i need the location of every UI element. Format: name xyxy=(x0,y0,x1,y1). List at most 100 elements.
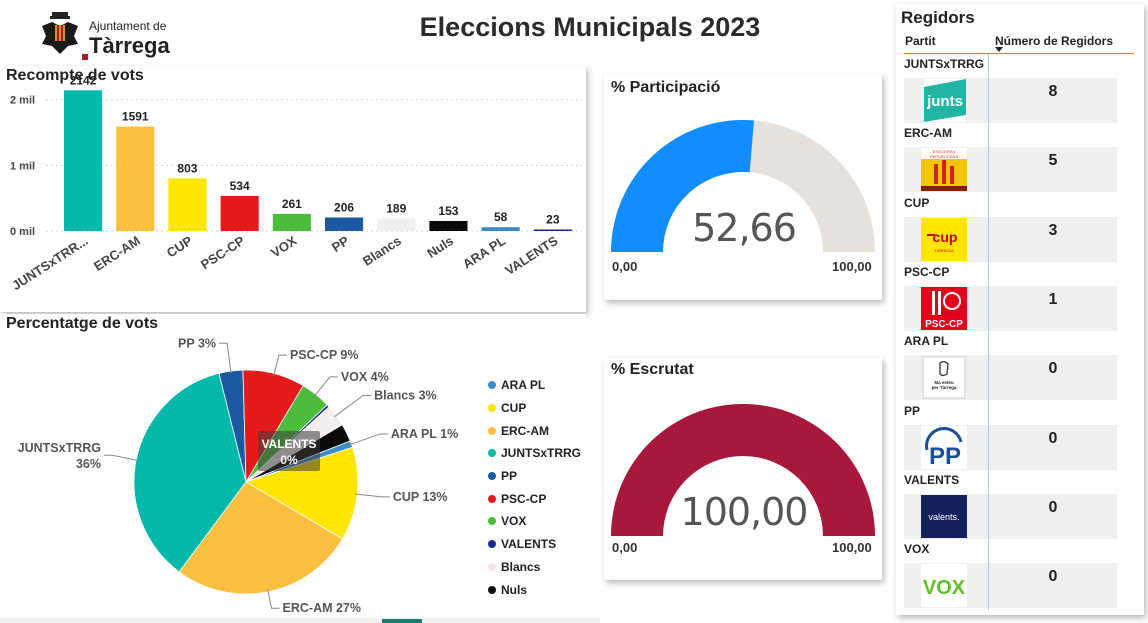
bar-value-label: 153 xyxy=(438,204,458,218)
page-tab-active[interactable] xyxy=(382,619,422,623)
legend-dot-icon xyxy=(488,585,496,594)
legend-item-juntsxtrrg[interactable]: JUNTSxTRRG xyxy=(488,442,588,465)
councillor-count-cell[interactable]: 3 xyxy=(989,216,1117,262)
councillor-count-cell[interactable]: 5 xyxy=(989,147,1117,193)
legend-item-erc-am[interactable]: ERC-AM xyxy=(488,419,588,442)
councillor-count: 8 xyxy=(1048,83,1058,100)
party-logo-cell[interactable]: PP xyxy=(904,424,988,470)
header-underline xyxy=(904,53,1134,54)
cup-logo: cup TÀRREGA xyxy=(921,217,967,261)
pie-leader-line xyxy=(219,342,232,374)
legend-item-nuls[interactable]: Nuls xyxy=(488,578,588,601)
legend-item-valents[interactable]: VALENTS xyxy=(488,533,588,556)
legend-dot-icon xyxy=(488,562,496,571)
party-logo-cell[interactable]: PSC-CP xyxy=(904,285,988,331)
col-party-header[interactable]: Partit xyxy=(905,34,936,48)
party-logo-cell[interactable]: ESQUERRA REPUBLICANA xyxy=(904,147,988,193)
councillor-count-cell[interactable]: 0 xyxy=(989,355,1117,401)
bar-ara-pl[interactable] xyxy=(481,227,520,231)
bar-vox[interactable] xyxy=(272,213,311,231)
legend-label: JUNTSxTRRG xyxy=(501,446,582,461)
councillor-count-cell[interactable]: 0 xyxy=(989,424,1117,470)
councillor-count: 1 xyxy=(1048,290,1058,308)
bar-value-label: 58 xyxy=(494,210,508,224)
y-tick-label: 0 mil xyxy=(10,226,35,238)
councillor-count-cell[interactable]: 0 xyxy=(989,563,1117,609)
participation-gauge xyxy=(611,120,875,252)
legend-item-vox[interactable]: VOX xyxy=(488,510,588,533)
y-tick-label: 2 mil xyxy=(10,95,35,107)
logo-line2: Tàrrega xyxy=(89,33,170,58)
councillor-count-cell[interactable]: 8 xyxy=(989,78,1117,123)
bar-pp[interactable] xyxy=(325,217,364,231)
bar-category-label: PSC-CP xyxy=(198,233,248,273)
bar-value-label: 189 xyxy=(386,202,406,216)
party-name: ARA PL xyxy=(904,334,949,349)
svg-text:PP: PP xyxy=(929,443,961,469)
party-name: PP xyxy=(904,403,921,418)
pie-leader-line xyxy=(267,589,280,609)
svg-text:cup: cup xyxy=(933,229,958,245)
junts-logo: junts xyxy=(921,79,967,122)
svg-text:ESQUERRA: ESQUERRA xyxy=(933,149,956,154)
legend-item-blancs[interactable]: Blancs xyxy=(488,556,588,579)
tarrega-logo: Ajuntament de Tàrrega xyxy=(38,10,188,62)
legend-label: CUP xyxy=(501,401,527,416)
legend-label: PP xyxy=(501,469,518,484)
bar-juntsxtrr-[interactable] xyxy=(64,90,103,231)
pp-logo: PP xyxy=(921,425,967,469)
bar-nuls[interactable] xyxy=(429,220,468,231)
bar-blancs[interactable] xyxy=(377,218,416,231)
participation-max: 100,00 xyxy=(832,259,872,274)
councillor-count-cell[interactable]: 0 xyxy=(989,493,1117,539)
valents-label-box xyxy=(258,431,320,471)
vote-pct-card: Percentatge de vots PP 3% PSC-CP 9% VOX 4%… xyxy=(0,314,586,623)
scrutiny-value: 100,00 xyxy=(680,490,809,534)
party-name: VALENTS xyxy=(904,472,960,487)
gauge-fill xyxy=(611,120,755,252)
pie-slice-label: 0% xyxy=(280,453,298,467)
vox-logo: VOX xyxy=(921,564,967,608)
participation-value: 52,66 xyxy=(692,206,797,250)
party-logo-cell[interactable]: valents. xyxy=(904,493,988,539)
vote-count-bar-chart: 0 mil 1 mil 2 mil 2142 JUNTSxTRR... 1591 ERC-A… xyxy=(9,73,582,293)
participation-title: % Participació xyxy=(611,79,721,96)
bar-category-label: JUNTSxTRR... xyxy=(9,233,90,293)
pie-slice-label: PSC-CP 9% xyxy=(290,348,359,362)
pie-slice-label: Blancs 3% xyxy=(374,389,437,403)
legend-item-psc-cp[interactable]: PSC-CP xyxy=(488,487,588,510)
pie-leader-line xyxy=(273,354,287,376)
party-name: JUNTSxTRRG xyxy=(904,57,985,71)
party-name: CUP xyxy=(904,195,930,210)
bar-category-label: VOX xyxy=(268,233,299,261)
bar-psc-cp[interactable] xyxy=(220,195,259,231)
councillor-count: 0 xyxy=(1048,360,1058,378)
col-count-header[interactable]: Número de Regidors xyxy=(995,34,1114,48)
bar-erc-am[interactable] xyxy=(116,126,155,231)
legend-dot-icon xyxy=(488,517,496,526)
pie-slice-label: VALENTS xyxy=(261,437,316,451)
party-name: PSC-CP xyxy=(904,264,950,279)
legend-item-ara-pl[interactable]: ARA PL xyxy=(488,374,588,397)
scrutiny-title: % Escrutat xyxy=(611,361,694,378)
page-title: Eleccions Municipals 2023 xyxy=(419,12,761,42)
party-logo-cell[interactable]: VOX xyxy=(904,563,988,609)
party-logo-cell[interactable]: cup TÀRREGA xyxy=(904,216,988,262)
legend-dot-icon xyxy=(488,426,496,435)
bar-cup[interactable] xyxy=(168,178,207,231)
bar-category-label: Nuls xyxy=(424,233,456,261)
psc-logo: PSC-CP xyxy=(921,286,967,330)
councillor-count-cell[interactable]: 1 xyxy=(989,285,1117,331)
regidors-title: Regidors xyxy=(901,8,975,27)
bar-valents[interactable] xyxy=(533,229,572,231)
legend-item-pp[interactable]: PP xyxy=(488,465,588,488)
pie-slice-label: PP 3% xyxy=(178,336,216,350)
pie-slice-label: ERC-AM 27% xyxy=(283,601,362,615)
y-tick-label: 1 mil xyxy=(10,160,35,172)
party-logo-cell[interactable]: junts xyxy=(904,78,988,123)
legend-item-cup[interactable]: CUP xyxy=(488,397,588,420)
sort-descending-icon[interactable] xyxy=(995,47,1003,52)
svg-text:REPUBLICANA: REPUBLICANA xyxy=(930,154,959,159)
party-logo-cell[interactable]: Ma esteu per Tàrrega xyxy=(904,355,988,401)
column-divider xyxy=(988,54,989,610)
